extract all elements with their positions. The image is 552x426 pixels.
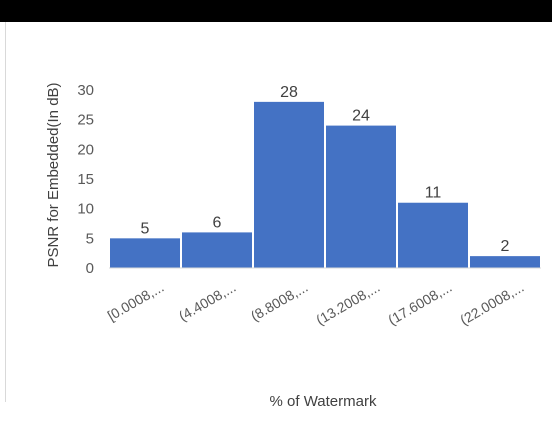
data-labels: 5 6 28 24 11 2 (141, 84, 510, 255)
y-axis-title: PSNR for Embedded(In dB) (45, 82, 62, 267)
x-category-label: [0.0008,... (105, 279, 167, 324)
x-category-label: (17.6008,... (385, 279, 454, 328)
x-category-label: (8.8008,... (248, 279, 311, 324)
y-tick-label: 25 (77, 112, 94, 129)
data-label: 6 (213, 214, 222, 231)
bar (254, 101, 324, 268)
histogram-chart: 0 5 10 15 20 25 30 5 6 28 24 11 2 [0.0008,... (4.400… (45, 82, 541, 410)
y-tick-label: 15 (77, 171, 94, 188)
bar (182, 232, 252, 268)
y-tick-label: 0 (86, 260, 94, 277)
y-axis-ticks: 0 5 10 15 20 25 30 (77, 82, 94, 277)
data-label: 28 (280, 84, 298, 101)
data-label: 24 (352, 108, 370, 125)
y-tick-label: 30 (77, 82, 94, 99)
bars (110, 101, 540, 268)
x-axis-title: % of Watermark (270, 393, 377, 410)
top-black-bar (0, 0, 552, 22)
data-label: 2 (501, 238, 510, 255)
data-label: 11 (425, 185, 442, 202)
chart-area: 0 5 10 15 20 25 30 5 6 28 24 11 2 [0.0008,... (4.400… (0, 22, 552, 426)
y-tick-label: 5 (86, 230, 94, 247)
chart-left-border (5, 22, 6, 402)
x-category-label: (4.4008,... (176, 279, 239, 324)
x-axis-category-labels: [0.0008,... (4.4008,... (8.8008,... (13.200… (105, 279, 527, 328)
y-tick-label: 10 (77, 201, 94, 218)
bar (470, 256, 540, 268)
bar (326, 125, 396, 268)
x-category-label: (22.0008,... (457, 279, 526, 328)
x-category-label: (13.2008,... (313, 279, 382, 328)
data-label: 5 (141, 220, 150, 237)
bar (110, 238, 180, 268)
bar (398, 202, 468, 268)
y-tick-label: 20 (77, 141, 94, 158)
